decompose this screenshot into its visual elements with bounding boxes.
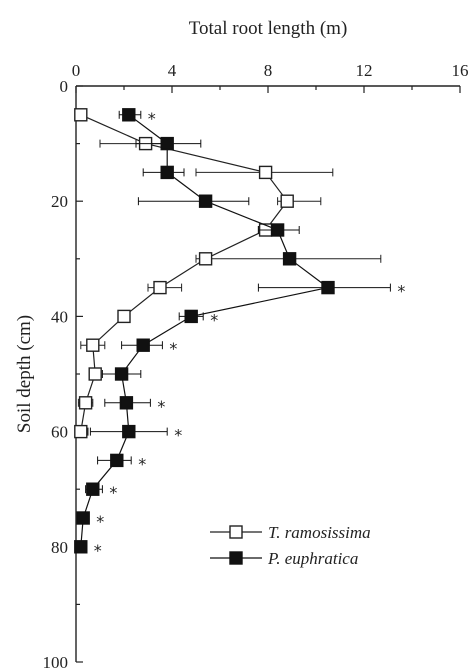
significance-star: * (210, 310, 218, 329)
y-tick-label: 20 (51, 192, 68, 211)
legend-marker (229, 551, 243, 565)
y-tick-label: 0 (60, 77, 69, 96)
data-point (321, 280, 335, 295)
significance-star: * (169, 339, 177, 358)
data-point (160, 165, 174, 180)
data-point (122, 108, 136, 122)
x-tick-label: 0 (72, 61, 81, 80)
y-axis-title: Soil depth (cm) (14, 315, 35, 433)
significance-star: * (109, 483, 117, 502)
legend-label: P. euphratica (267, 549, 358, 568)
significance-star: * (96, 512, 104, 531)
data-point (86, 338, 100, 352)
series-line (80, 114, 330, 547)
y-tick-label: 80 (51, 538, 68, 557)
data-point (76, 511, 90, 525)
data-point (198, 194, 213, 208)
significance-star: * (148, 109, 156, 128)
series-t-ramosissima (74, 108, 382, 439)
data-point (160, 136, 174, 151)
x-tick-label: 16 (452, 61, 469, 80)
data-point (74, 108, 88, 122)
significance-star: * (94, 541, 102, 560)
x-axis-ticks: 0 4 8 12 16 (72, 61, 469, 93)
series-layer: * * * * * * * * * * (74, 108, 405, 560)
y-tick-label: 100 (43, 653, 69, 672)
data-point (78, 396, 93, 410)
x-tick-label: 12 (356, 61, 373, 80)
data-point (119, 396, 134, 410)
y-tick-label: 60 (51, 423, 68, 442)
data-point (136, 338, 150, 352)
significance-star: * (397, 282, 405, 301)
data-point (74, 540, 88, 554)
x-tick-label: 4 (168, 61, 177, 80)
data-point (270, 223, 285, 237)
legend: T. ramosissima P. euphratica (210, 523, 371, 568)
data-point (282, 252, 297, 266)
series-p-euphratica: * * * * * * * * * * (74, 108, 405, 560)
legend-marker (229, 525, 243, 539)
significance-star: * (157, 397, 165, 416)
legend-label: T. ramosissima (268, 523, 371, 542)
significance-star: * (174, 426, 182, 445)
significance-star: * (138, 454, 146, 473)
data-point (74, 424, 88, 439)
y-axis-ticks: 0 20 40 60 80 100 (43, 77, 83, 672)
data-point (110, 453, 124, 468)
data-point (122, 424, 136, 439)
x-tick-label: 8 (264, 61, 273, 80)
data-point (88, 367, 102, 381)
data-point (117, 309, 131, 324)
data-point (258, 165, 273, 180)
data-point (184, 309, 198, 324)
data-point (280, 194, 294, 208)
series-line (80, 114, 288, 432)
data-point (86, 482, 100, 496)
data-point (153, 280, 167, 295)
data-point (114, 367, 129, 381)
x-axis-title: Total root length (m) (189, 18, 348, 39)
data-point (198, 252, 213, 266)
y-tick-label: 40 (51, 307, 68, 326)
